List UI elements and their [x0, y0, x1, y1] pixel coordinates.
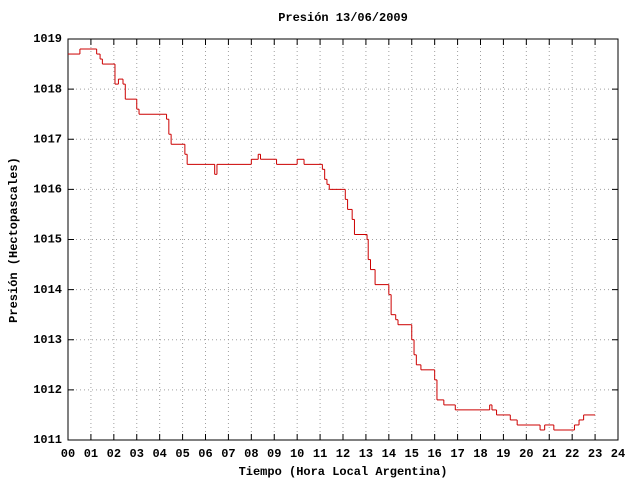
x-tick-label: 17	[450, 447, 464, 461]
x-tick-label: 23	[588, 447, 602, 461]
x-tick-label: 22	[565, 447, 579, 461]
y-tick-label: 1017	[33, 132, 62, 146]
x-tick-label: 21	[542, 447, 556, 461]
chart-title: Presión 13/06/2009	[278, 11, 408, 25]
y-tick-label: 1019	[33, 32, 62, 46]
x-tick-label: 15	[405, 447, 419, 461]
x-tick-label: 18	[473, 447, 487, 461]
x-axis-label: Tiempo (Hora Local Argentina)	[239, 465, 448, 479]
y-tick-label: 1013	[33, 333, 62, 347]
y-tick-label: 1018	[33, 82, 62, 96]
y-tick-label: 1014	[33, 283, 62, 297]
plot-frame	[67, 38, 619, 441]
x-tick-label: 13	[359, 447, 373, 461]
x-tick-label: 09	[267, 447, 281, 461]
y-tick-label: 1011	[33, 433, 62, 447]
x-tick-label: 04	[152, 447, 166, 461]
y-axis-label: Presión (Hectopascales)	[7, 157, 21, 323]
x-tick-label: 02	[107, 447, 121, 461]
x-tick-label: 05	[175, 447, 189, 461]
x-tick-label: 12	[336, 447, 350, 461]
x-tick-label: 08	[244, 447, 258, 461]
x-tick-label: 00	[61, 447, 75, 461]
y-tick-label: 1016	[33, 183, 62, 197]
x-tick-label: 11	[313, 447, 327, 461]
x-tick-label: 14	[382, 447, 396, 461]
x-tick-label: 01	[84, 447, 98, 461]
x-tick-label: 03	[130, 447, 144, 461]
x-tick-label: 07	[221, 447, 235, 461]
x-tick-label: 06	[198, 447, 212, 461]
x-tick-label: 19	[496, 447, 510, 461]
x-tick-label: 24	[611, 447, 625, 461]
x-tick-label: 16	[427, 447, 441, 461]
x-tick-label: 10	[290, 447, 304, 461]
x-tick-label: 20	[519, 447, 533, 461]
y-tick-label: 1015	[33, 233, 62, 247]
y-tick-label: 1012	[33, 383, 62, 397]
